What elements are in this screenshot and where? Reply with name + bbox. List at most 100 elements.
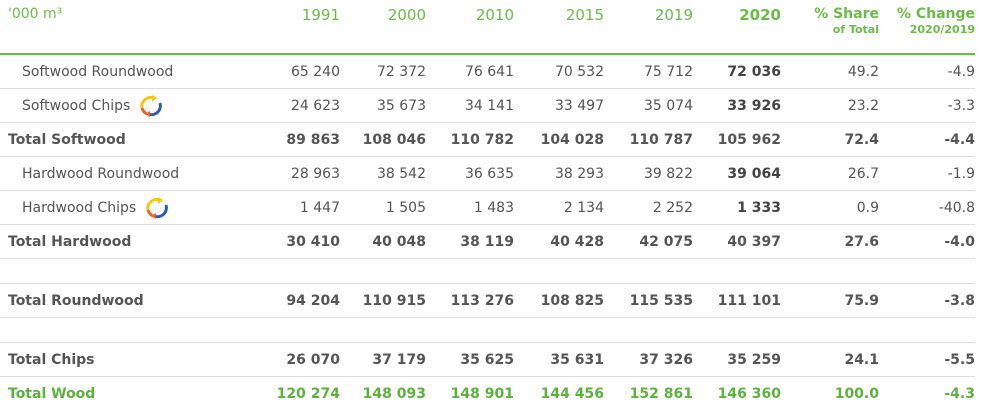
cell: 70 532 <box>514 54 604 89</box>
spacer-row <box>0 258 975 284</box>
cell: 38 542 <box>340 156 426 191</box>
cell: 40 397 <box>693 224 781 259</box>
cell: -3.8 <box>879 283 975 318</box>
unit-header: '000 m³ <box>0 0 270 55</box>
change-header: % Change 2020/2019 <box>879 0 975 55</box>
cell: 26 070 <box>270 342 340 377</box>
cell: 36 635 <box>426 156 514 191</box>
cell: 35 074 <box>604 88 693 123</box>
row-label: Total Chips <box>0 342 270 377</box>
cell: 110 915 <box>340 283 426 318</box>
cell: 49.2 <box>781 54 879 89</box>
row-label-text: Total Softwood <box>8 131 126 148</box>
cell: 37 326 <box>604 342 693 377</box>
cell: 94 204 <box>270 283 340 318</box>
header-row: '000 m³ 1991 2000 2010 2015 2019 2020% Share of… <box>0 0 975 55</box>
data-row: Total Wood 120 274 148 093 148 901 144 456 15… <box>0 377 975 403</box>
cell: 26.7 <box>781 156 879 191</box>
cell: 113 276 <box>426 283 514 318</box>
year-header: 2019 <box>604 0 693 55</box>
cell: -4.9 <box>879 54 975 89</box>
cell: 33 926 <box>693 88 781 123</box>
cell: 76 641 <box>426 54 514 89</box>
spacer <box>0 258 975 284</box>
row-label: Total Hardwood <box>0 224 270 259</box>
data-row: Hardwood Roundwood 28 963 38 542 36 635 38 2… <box>0 156 975 191</box>
data-row: Total Chips 26 070 37 179 35 625 35 631 37 32… <box>0 342 975 377</box>
row-label-text: Hardwood Chips <box>22 199 137 216</box>
cell: 1 333 <box>693 190 781 225</box>
cell: 30 410 <box>270 224 340 259</box>
cell: 110 782 <box>426 122 514 157</box>
year-header: 1991 <box>270 0 340 55</box>
cell: 108 046 <box>340 122 426 157</box>
cell: 75 712 <box>604 54 693 89</box>
cell: 38 119 <box>426 224 514 259</box>
year-header: 2015 <box>514 0 604 55</box>
cell: 148 901 <box>450 385 514 402</box>
cell: 33 497 <box>514 88 604 123</box>
row-label-text: Hardwood Roundwood <box>22 165 180 182</box>
cell: 39 822 <box>604 156 693 191</box>
year-header: 2020 <box>693 0 781 55</box>
cell: -40.8 <box>879 190 975 225</box>
cell: 35 673 <box>340 88 426 123</box>
share-header: % Share of Total <box>781 0 879 55</box>
cell: 148 093 <box>362 385 426 402</box>
row-label-text: Total Chips <box>8 351 95 368</box>
year-header: 2000 <box>340 0 426 55</box>
cell: 35 625 <box>426 342 514 377</box>
cell: 111 101 <box>693 283 781 318</box>
cell: -1.9 <box>879 156 975 191</box>
cell: 1 483 <box>426 190 514 225</box>
cell: 1 447 <box>270 190 340 225</box>
cell: 28 963 <box>270 156 340 191</box>
cell: 24.1 <box>781 342 879 377</box>
cell: 100.0 <box>834 385 879 402</box>
row-label: Total Wood <box>0 377 270 403</box>
cell: 72 372 <box>340 54 426 89</box>
row-label: Hardwood Chips <box>0 190 270 225</box>
row-label: Total Softwood <box>0 122 270 157</box>
row-label-text: Total Roundwood <box>8 292 144 309</box>
cell: -5.5 <box>879 342 975 377</box>
row-label: Total Roundwood <box>0 283 270 318</box>
cell: 152 861 <box>629 385 693 402</box>
cell: 115 535 <box>604 283 693 318</box>
change-header-line: % Change <box>896 6 975 22</box>
cell: 104 028 <box>514 122 604 157</box>
spacer-row <box>0 317 975 343</box>
cell: 105 962 <box>693 122 781 157</box>
cell: 34 141 <box>426 88 514 123</box>
cell: 144 456 <box>540 385 604 402</box>
spacer <box>0 317 975 343</box>
cell: 110 787 <box>604 122 693 157</box>
cell: 2 134 <box>514 190 604 225</box>
cell: 146 360 <box>717 385 781 402</box>
cell: 89 863 <box>270 122 340 157</box>
cycle-icon <box>146 196 169 219</box>
row-label-text: Softwood Chips <box>22 97 131 114</box>
share-header-line: % Share <box>814 6 879 22</box>
cycle-icon <box>140 94 163 117</box>
cell: 2 252 <box>604 190 693 225</box>
row-label-text: Softwood Roundwood <box>22 63 174 80</box>
row-label: Softwood Chips <box>0 88 270 123</box>
row-label-text: Total Hardwood <box>8 233 132 250</box>
cell: 27.6 <box>781 224 879 259</box>
cell: 35 259 <box>693 342 781 377</box>
data-row: Hardwood Chips 1 447 1 505 1 483 2 134 2 252 1… <box>0 190 975 225</box>
cell: 65 240 <box>270 54 340 89</box>
share-header-sub: of Total <box>832 23 879 36</box>
cell: 35 631 <box>514 342 604 377</box>
cell: 1 505 <box>340 190 426 225</box>
cell: 24 623 <box>270 88 340 123</box>
cell: 38 293 <box>514 156 604 191</box>
change-header-sub: 2020/2019 <box>909 23 975 36</box>
row-label: Hardwood Roundwood <box>0 156 270 191</box>
row-label: Softwood Roundwood <box>0 54 270 89</box>
year-header: 2010 <box>426 0 514 55</box>
cell: -4.0 <box>879 224 975 259</box>
